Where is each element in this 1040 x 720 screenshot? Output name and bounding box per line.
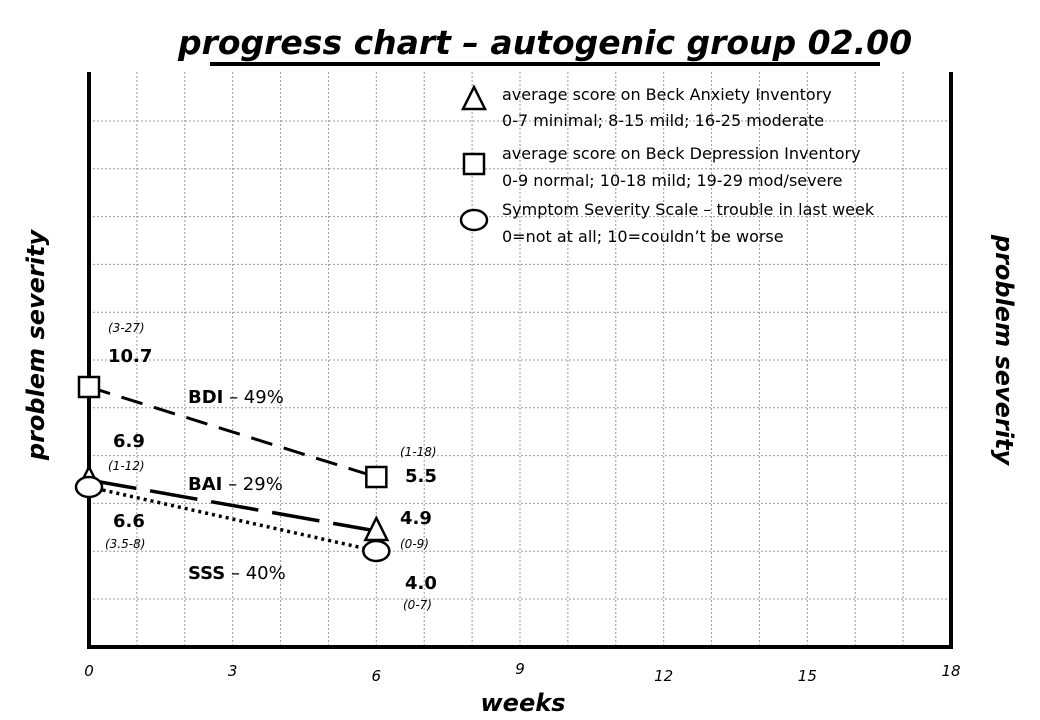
change-name-bdi: BDI <box>188 387 223 408</box>
series-layer: 6.9 (1-12) 4.9 (0-9) BAI – 29% 10.7 (3-27) 5.5 (… <box>74 321 437 612</box>
legend-item-bai: average score on Beck Anxiety Inventory 0… <box>460 84 832 130</box>
x-tick-label: 15 <box>798 667 817 685</box>
series-line-bai <box>88 478 377 533</box>
legend-marker-sss <box>459 208 489 232</box>
x-tick-label: 9 <box>515 660 525 678</box>
y-axis-label-right: problem severity <box>990 234 1018 467</box>
change-label-sss: SSS – 40% <box>188 563 286 584</box>
x-tick-label: 6 <box>372 667 382 685</box>
range-label-end-bai: (0-9) <box>400 537 429 551</box>
value-label-start-bdi: 10.7 <box>108 346 152 367</box>
change-name-bai: BAI <box>188 474 222 495</box>
range-label-start-bdi: (3-27) <box>108 321 145 335</box>
series-sss: 6.6 (3.5-8) 4.0 (0-7) SSS – 40% <box>74 475 437 612</box>
value-label-start-sss: 6.6 <box>113 511 145 532</box>
range-label-start-sss: (3.5-8) <box>105 537 145 551</box>
legend-text-sss: Symptom Severity Scale – trouble in last… <box>502 200 875 219</box>
value-label-end-bdi: 5.5 <box>405 466 437 487</box>
change-pct-bdi: – 49% <box>223 387 283 408</box>
legend-text-bdi: average score on Beck Depression Invento… <box>502 144 861 163</box>
marker-start-sss <box>74 475 104 499</box>
range-label-start-bai: (1-12) <box>108 459 145 473</box>
x-tick-label: 3 <box>228 662 238 680</box>
marker-start-bdi <box>77 375 101 399</box>
series-line-bdi <box>88 385 377 479</box>
change-label-bai: BAI – 29% <box>188 474 283 495</box>
legend-marker-bdi <box>462 152 486 176</box>
legend-subtext-bdi: 0-9 normal; 10-18 mild; 19-29 mod/severe <box>502 171 843 190</box>
legend: average score on Beck Anxiety Inventory 0… <box>459 84 875 246</box>
change-pct-bai: – 29% <box>222 474 282 495</box>
legend-item-sss: Symptom Severity Scale – trouble in last… <box>459 200 875 246</box>
legend-text-bai: average score on Beck Anxiety Inventory <box>502 85 832 104</box>
change-label-bdi: BDI – 49% <box>188 387 284 408</box>
marker-end-bdi <box>365 465 388 489</box>
change-pct-sss: – 40% <box>225 563 285 584</box>
legend-subtext-bai: 0-7 minimal; 8-15 mild; 16-25 moderate <box>502 111 824 130</box>
value-label-start-bai: 6.9 <box>113 431 145 452</box>
x-axis-label: weeks <box>481 689 566 717</box>
series-bdi: 10.7 (3-27) 5.5 (1-18) BDI – 49% <box>77 321 437 489</box>
x-tick-label: 18 <box>941 662 960 680</box>
x-tick-label: 12 <box>654 667 673 685</box>
x-tick-label: 0 <box>84 662 94 680</box>
range-label-end-bdi: (1-18) <box>400 445 437 459</box>
series-bai: 6.9 (1-12) 4.9 (0-9) BAI – 29% <box>75 431 432 551</box>
legend-item-bdi: average score on Beck Depression Invento… <box>462 144 861 190</box>
y-axis-label-left: problem severity <box>22 229 50 462</box>
legend-subtext-sss: 0=not at all; 10=couldn’t be worse <box>502 227 784 246</box>
series-line-sss <box>88 485 377 553</box>
x-tick-labels: 0 3 6 9 12 15 18 <box>84 660 960 685</box>
value-label-end-bai: 4.9 <box>400 508 432 529</box>
value-label-end-sss: 4.0 <box>405 573 437 594</box>
marker-end-sss <box>362 539 391 563</box>
chart-title: progress chart – autogenic group 02.00 <box>177 23 912 62</box>
change-name-sss: SSS <box>188 563 225 584</box>
legend-marker-bai <box>460 84 488 111</box>
range-label-end-sss: (0-7) <box>403 598 432 612</box>
